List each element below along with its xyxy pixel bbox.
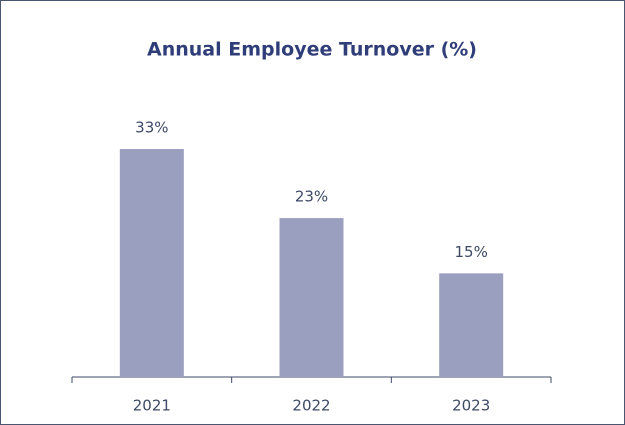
x-tick-label: 2023 — [452, 397, 490, 415]
data-label: 15% — [454, 243, 487, 261]
x-tick-label: 2021 — [133, 397, 171, 415]
data-label: 23% — [295, 188, 328, 206]
data-label: 33% — [135, 119, 168, 137]
bar — [279, 218, 344, 377]
bar — [119, 149, 184, 377]
bar — [439, 273, 504, 377]
x-tick-label: 2022 — [292, 397, 330, 415]
chart-title: Annual Employee Turnover (%) — [147, 39, 477, 61]
